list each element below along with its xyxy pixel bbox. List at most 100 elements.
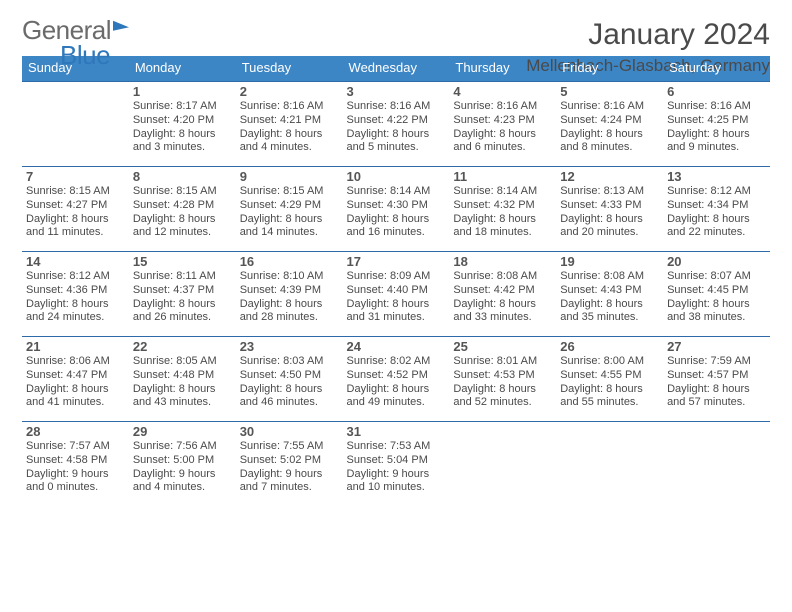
day-number: 25 bbox=[453, 339, 552, 354]
calendar-day-cell: 26Sunrise: 8:00 AMSunset: 4:55 PMDayligh… bbox=[556, 337, 663, 422]
day-info: Sunrise: 8:15 AMSunset: 4:29 PMDaylight:… bbox=[240, 185, 339, 240]
day-number: 7 bbox=[26, 169, 125, 184]
day-info: Sunrise: 7:57 AMSunset: 4:58 PMDaylight:… bbox=[26, 440, 125, 495]
day-number: 30 bbox=[240, 424, 339, 439]
day-info: Sunrise: 8:13 AMSunset: 4:33 PMDaylight:… bbox=[560, 185, 659, 240]
day-info: Sunrise: 7:59 AMSunset: 4:57 PMDaylight:… bbox=[667, 355, 766, 410]
calendar-empty-cell bbox=[556, 422, 663, 507]
day-info: Sunrise: 8:11 AMSunset: 4:37 PMDaylight:… bbox=[133, 270, 232, 325]
calendar-day-cell: 13Sunrise: 8:12 AMSunset: 4:34 PMDayligh… bbox=[663, 167, 770, 252]
calendar-day-cell: 23Sunrise: 8:03 AMSunset: 4:50 PMDayligh… bbox=[236, 337, 343, 422]
calendar-day-cell: 6Sunrise: 8:16 AMSunset: 4:25 PMDaylight… bbox=[663, 82, 770, 167]
day-number: 14 bbox=[26, 254, 125, 269]
calendar-day-cell: 22Sunrise: 8:05 AMSunset: 4:48 PMDayligh… bbox=[129, 337, 236, 422]
day-number: 28 bbox=[26, 424, 125, 439]
calendar-day-cell: 2Sunrise: 8:16 AMSunset: 4:21 PMDaylight… bbox=[236, 82, 343, 167]
day-info: Sunrise: 8:00 AMSunset: 4:55 PMDaylight:… bbox=[560, 355, 659, 410]
calendar-day-cell: 27Sunrise: 7:59 AMSunset: 4:57 PMDayligh… bbox=[663, 337, 770, 422]
calendar-week-row: 7Sunrise: 8:15 AMSunset: 4:27 PMDaylight… bbox=[22, 167, 770, 252]
calendar-day-cell: 29Sunrise: 7:56 AMSunset: 5:00 PMDayligh… bbox=[129, 422, 236, 507]
calendar-day-cell: 31Sunrise: 7:53 AMSunset: 5:04 PMDayligh… bbox=[343, 422, 450, 507]
calendar-day-cell: 11Sunrise: 8:14 AMSunset: 4:32 PMDayligh… bbox=[449, 167, 556, 252]
calendar-day-cell: 25Sunrise: 8:01 AMSunset: 4:53 PMDayligh… bbox=[449, 337, 556, 422]
calendar-day-cell: 14Sunrise: 8:12 AMSunset: 4:36 PMDayligh… bbox=[22, 252, 129, 337]
calendar-empty-cell bbox=[663, 422, 770, 507]
day-number: 4 bbox=[453, 84, 552, 99]
calendar-day-cell: 4Sunrise: 8:16 AMSunset: 4:23 PMDaylight… bbox=[449, 82, 556, 167]
day-info: Sunrise: 8:16 AMSunset: 4:24 PMDaylight:… bbox=[560, 100, 659, 155]
day-info: Sunrise: 8:15 AMSunset: 4:28 PMDaylight:… bbox=[133, 185, 232, 240]
day-number: 21 bbox=[26, 339, 125, 354]
day-number: 23 bbox=[240, 339, 339, 354]
calendar-day-cell: 1Sunrise: 8:17 AMSunset: 4:20 PMDaylight… bbox=[129, 82, 236, 167]
day-number: 3 bbox=[347, 84, 446, 99]
day-info: Sunrise: 8:07 AMSunset: 4:45 PMDaylight:… bbox=[667, 270, 766, 325]
day-info: Sunrise: 8:05 AMSunset: 4:48 PMDaylight:… bbox=[133, 355, 232, 410]
day-info: Sunrise: 8:02 AMSunset: 4:52 PMDaylight:… bbox=[347, 355, 446, 410]
day-header: Monday bbox=[129, 56, 236, 82]
day-info: Sunrise: 7:53 AMSunset: 5:04 PMDaylight:… bbox=[347, 440, 446, 495]
day-info: Sunrise: 8:16 AMSunset: 4:22 PMDaylight:… bbox=[347, 100, 446, 155]
day-number: 9 bbox=[240, 169, 339, 184]
calendar-empty-cell bbox=[22, 82, 129, 167]
day-number: 22 bbox=[133, 339, 232, 354]
day-info: Sunrise: 8:09 AMSunset: 4:40 PMDaylight:… bbox=[347, 270, 446, 325]
day-info: Sunrise: 8:16 AMSunset: 4:25 PMDaylight:… bbox=[667, 100, 766, 155]
day-info: Sunrise: 8:06 AMSunset: 4:47 PMDaylight:… bbox=[26, 355, 125, 410]
day-number: 20 bbox=[667, 254, 766, 269]
day-info: Sunrise: 8:03 AMSunset: 4:50 PMDaylight:… bbox=[240, 355, 339, 410]
calendar-day-cell: 15Sunrise: 8:11 AMSunset: 4:37 PMDayligh… bbox=[129, 252, 236, 337]
day-number: 19 bbox=[560, 254, 659, 269]
calendar-week-row: 28Sunrise: 7:57 AMSunset: 4:58 PMDayligh… bbox=[22, 422, 770, 507]
day-number: 12 bbox=[560, 169, 659, 184]
day-info: Sunrise: 8:01 AMSunset: 4:53 PMDaylight:… bbox=[453, 355, 552, 410]
day-number: 15 bbox=[133, 254, 232, 269]
day-number: 27 bbox=[667, 339, 766, 354]
day-number: 31 bbox=[347, 424, 446, 439]
day-number: 8 bbox=[133, 169, 232, 184]
day-number: 26 bbox=[560, 339, 659, 354]
day-info: Sunrise: 8:10 AMSunset: 4:39 PMDaylight:… bbox=[240, 270, 339, 325]
day-info: Sunrise: 8:14 AMSunset: 4:32 PMDaylight:… bbox=[453, 185, 552, 240]
day-header: Tuesday bbox=[236, 56, 343, 82]
day-info: Sunrise: 8:12 AMSunset: 4:36 PMDaylight:… bbox=[26, 270, 125, 325]
calendar-day-cell: 7Sunrise: 8:15 AMSunset: 4:27 PMDaylight… bbox=[22, 167, 129, 252]
calendar-week-row: 1Sunrise: 8:17 AMSunset: 4:20 PMDaylight… bbox=[22, 82, 770, 167]
day-info: Sunrise: 8:15 AMSunset: 4:27 PMDaylight:… bbox=[26, 185, 125, 240]
calendar-day-cell: 17Sunrise: 8:09 AMSunset: 4:40 PMDayligh… bbox=[343, 252, 450, 337]
calendar-empty-cell bbox=[449, 422, 556, 507]
day-number: 5 bbox=[560, 84, 659, 99]
calendar-body: 1Sunrise: 8:17 AMSunset: 4:20 PMDaylight… bbox=[22, 82, 770, 507]
day-info: Sunrise: 8:08 AMSunset: 4:43 PMDaylight:… bbox=[560, 270, 659, 325]
day-info: Sunrise: 7:55 AMSunset: 5:02 PMDaylight:… bbox=[240, 440, 339, 495]
month-title: January 2024 bbox=[526, 18, 770, 52]
day-number: 13 bbox=[667, 169, 766, 184]
day-number: 17 bbox=[347, 254, 446, 269]
calendar-week-row: 21Sunrise: 8:06 AMSunset: 4:47 PMDayligh… bbox=[22, 337, 770, 422]
day-info: Sunrise: 7:56 AMSunset: 5:00 PMDaylight:… bbox=[133, 440, 232, 495]
calendar-day-cell: 5Sunrise: 8:16 AMSunset: 4:24 PMDaylight… bbox=[556, 82, 663, 167]
calendar-day-cell: 30Sunrise: 7:55 AMSunset: 5:02 PMDayligh… bbox=[236, 422, 343, 507]
day-number: 16 bbox=[240, 254, 339, 269]
calendar-day-cell: 18Sunrise: 8:08 AMSunset: 4:42 PMDayligh… bbox=[449, 252, 556, 337]
day-number: 24 bbox=[347, 339, 446, 354]
calendar-day-cell: 19Sunrise: 8:08 AMSunset: 4:43 PMDayligh… bbox=[556, 252, 663, 337]
calendar-day-cell: 28Sunrise: 7:57 AMSunset: 4:58 PMDayligh… bbox=[22, 422, 129, 507]
calendar-day-cell: 21Sunrise: 8:06 AMSunset: 4:47 PMDayligh… bbox=[22, 337, 129, 422]
day-info: Sunrise: 8:08 AMSunset: 4:42 PMDaylight:… bbox=[453, 270, 552, 325]
calendar-day-cell: 8Sunrise: 8:15 AMSunset: 4:28 PMDaylight… bbox=[129, 167, 236, 252]
calendar-day-cell: 20Sunrise: 8:07 AMSunset: 4:45 PMDayligh… bbox=[663, 252, 770, 337]
day-number: 29 bbox=[133, 424, 232, 439]
day-number: 11 bbox=[453, 169, 552, 184]
calendar-day-cell: 3Sunrise: 8:16 AMSunset: 4:22 PMDaylight… bbox=[343, 82, 450, 167]
day-number: 1 bbox=[133, 84, 232, 99]
calendar-day-cell: 9Sunrise: 8:15 AMSunset: 4:29 PMDaylight… bbox=[236, 167, 343, 252]
calendar-day-cell: 10Sunrise: 8:14 AMSunset: 4:30 PMDayligh… bbox=[343, 167, 450, 252]
day-info: Sunrise: 8:12 AMSunset: 4:34 PMDaylight:… bbox=[667, 185, 766, 240]
day-header: Wednesday bbox=[343, 56, 450, 82]
brand-sail-icon bbox=[113, 17, 129, 30]
day-info: Sunrise: 8:16 AMSunset: 4:23 PMDaylight:… bbox=[453, 100, 552, 155]
day-info: Sunrise: 8:14 AMSunset: 4:30 PMDaylight:… bbox=[347, 185, 446, 240]
day-number: 18 bbox=[453, 254, 552, 269]
calendar-day-cell: 16Sunrise: 8:10 AMSunset: 4:39 PMDayligh… bbox=[236, 252, 343, 337]
